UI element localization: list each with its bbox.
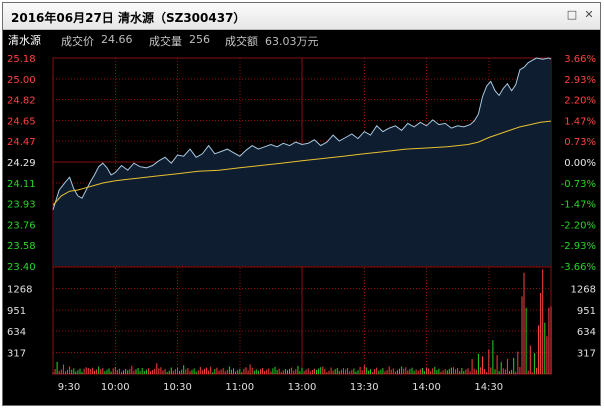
volume-tick-label: 1268 — [571, 284, 596, 295]
intraday-chart: 25.18 3.66% 25.00 2.93% 24.82 2.20% 24.65 1.47%… — [7, 54, 596, 393]
title-bar: 2016年06月27日 清水源（SZ300437） □ ✕ — [3, 3, 600, 30]
time-tick-label: 11:00 — [225, 382, 254, 393]
price-tick-label: 23.40 — [7, 262, 36, 273]
quote-info-bar: 清水源 成交价 24.66 成交量 256 成交额 63.03万元 — [3, 30, 600, 50]
time-tick-label: 10:00 — [101, 382, 130, 393]
volume-label: 成交量 — [149, 35, 182, 48]
time-tick-label: 14:00 — [412, 382, 441, 393]
average-price-line — [52, 120, 552, 206]
price-label: 成交价 — [61, 35, 94, 48]
price-tick-label: 24.29 — [7, 158, 36, 169]
price-tick-label: 24.82 — [7, 96, 36, 107]
volume-tick-label: 951 — [7, 306, 26, 317]
price-tick-label: 24.65 — [7, 116, 36, 127]
time-tick-label: 13:30 — [350, 382, 379, 393]
price-tick-label: 24.47 — [7, 137, 36, 148]
restore-button[interactable]: □ — [566, 8, 578, 21]
window-title: 2016年06月27日 清水源（SZ300437） — [11, 11, 246, 25]
volume-tick-label: 1268 — [7, 284, 32, 295]
volume-tick-label: 317 — [577, 349, 596, 360]
volume-value: 256 — [189, 33, 210, 46]
time-tick-label: 9:30 — [58, 382, 80, 393]
percent-tick-label: 3.66% — [564, 54, 596, 65]
price-value: 24.66 — [101, 33, 133, 46]
percent-tick-label: 0.00% — [564, 158, 596, 169]
price-line — [52, 57, 552, 211]
chart-window: 2016年06月27日 清水源（SZ300437） □ ✕ 清水源 成交价 24… — [2, 2, 601, 406]
stock-name: 清水源 — [8, 34, 41, 47]
percent-tick-label: 0.73% — [564, 137, 596, 148]
percent-tick-label: 1.47% — [564, 116, 596, 127]
percent-tick-label: 2.93% — [564, 75, 596, 86]
percent-tick-label: -0.73% — [561, 179, 596, 190]
volume-tick-label: 634 — [7, 327, 26, 338]
price-tick-label: 23.76 — [7, 220, 36, 231]
volume-tick-label: 317 — [7, 349, 26, 360]
amount-value: 63.03万元 — [265, 35, 319, 48]
price-tick-label: 23.93 — [7, 200, 36, 211]
percent-tick-label: -1.47% — [561, 200, 596, 211]
percent-tick-label: -2.93% — [561, 241, 596, 252]
price-area — [53, 58, 551, 266]
price-tick-label: 24.11 — [7, 179, 36, 190]
time-tick-label: 10:30 — [163, 382, 192, 393]
time-tick-label: 13:00 — [288, 382, 317, 393]
volume-tick-label: 634 — [577, 327, 596, 338]
time-tick-label: 14:30 — [474, 382, 503, 393]
amount-label: 成交额 — [225, 35, 258, 48]
percent-tick-label: -2.20% — [561, 220, 596, 231]
close-button[interactable]: ✕ — [584, 8, 594, 21]
price-tick-label: 25.18 — [7, 54, 36, 65]
percent-tick-label: -3.66% — [561, 262, 596, 273]
price-tick-label: 23.58 — [7, 241, 36, 252]
volume-tick-label: 951 — [577, 306, 596, 317]
price-tick-label: 25.00 — [7, 75, 36, 86]
percent-tick-label: 2.20% — [564, 96, 596, 107]
